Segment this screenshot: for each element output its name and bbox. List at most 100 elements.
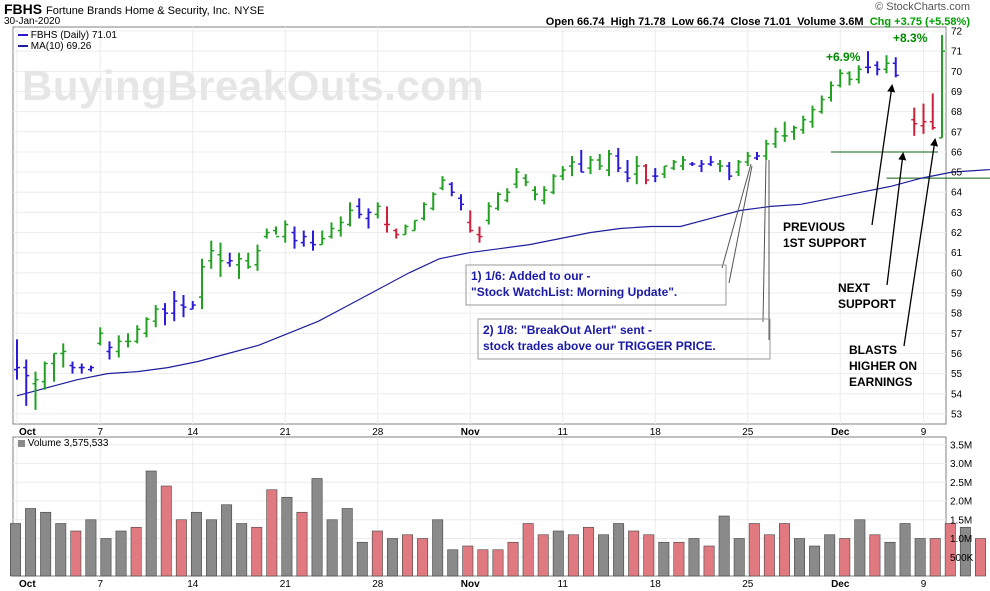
price-tick-label: 63 <box>951 208 963 219</box>
price-bar <box>291 226 298 249</box>
ma10-line <box>16 168 990 397</box>
x-tick-label: 21 <box>280 427 292 438</box>
price-bar <box>689 162 696 167</box>
price-tick-label: 65 <box>951 168 963 179</box>
price-bar <box>606 149 612 177</box>
price-tick-label: 72 <box>951 27 963 38</box>
price-bar <box>356 198 363 219</box>
arrow-previous-support <box>871 84 896 226</box>
volume-bar <box>809 545 821 577</box>
x-tick-label: 9 <box>921 427 927 438</box>
price-bar <box>911 107 918 136</box>
volume-bar <box>40 511 52 577</box>
volume-bar <box>221 504 233 577</box>
volume-bar <box>899 523 911 577</box>
price-bar <box>60 343 67 368</box>
price-bar <box>365 208 372 229</box>
price-bar <box>569 155 575 177</box>
price-bar <box>245 252 252 269</box>
volume-bar <box>733 538 745 577</box>
volume-bar <box>341 508 353 577</box>
price-bar <box>485 202 492 225</box>
volume-bar <box>778 523 790 577</box>
price-tick-label: 66 <box>951 147 963 158</box>
price-bar <box>522 174 529 187</box>
legend-ma-label: MA(10) 69.26 <box>30 41 92 52</box>
volume-tick-label: 3.0M <box>950 459 972 470</box>
price-bar <box>134 325 141 344</box>
price-tick-label: 67 <box>951 127 963 138</box>
price-bar <box>643 164 649 185</box>
volume-bar <box>236 523 248 577</box>
price-bar <box>439 176 446 191</box>
volume-bar <box>884 541 896 577</box>
price-bar <box>171 290 178 322</box>
price-tick-label: 59 <box>951 289 963 300</box>
volume-bar <box>628 530 640 577</box>
price-tick-label: 54 <box>951 389 963 400</box>
price-bar <box>707 155 714 167</box>
price-tick-label: 70 <box>951 67 963 78</box>
close-value: Close 71.01 <box>730 16 792 28</box>
price-bar <box>310 230 316 251</box>
volume-bar <box>914 538 926 577</box>
price-bar <box>791 125 797 140</box>
volume-bar <box>718 515 730 577</box>
volume-bar <box>688 538 700 577</box>
price-bar <box>411 219 418 232</box>
price-bar <box>263 228 270 239</box>
volume-bar <box>974 538 986 577</box>
price-bar <box>754 151 760 161</box>
volume-bar <box>643 534 655 577</box>
price-bar <box>236 252 242 279</box>
volume-bar <box>251 526 263 577</box>
x-axis: Oct Oct 7 7 14 14 21 21 28 28 Nov Nov 11 11 18 18 25 25 De… <box>19 427 927 590</box>
price-bar <box>14 339 20 380</box>
x-tick-label: 9 <box>921 579 927 590</box>
price-bar <box>809 105 816 128</box>
x-tick-label: 28 <box>372 579 384 590</box>
price-bar <box>504 188 511 203</box>
volume-tick-label: 1.0M <box>950 534 972 545</box>
volume-bar <box>356 541 368 577</box>
volume-value: Volume 3.6M <box>797 16 864 28</box>
volume-bars <box>10 470 986 577</box>
volume-bar <box>522 523 534 577</box>
note1-box <box>465 264 727 306</box>
x-tick-label: 11 <box>558 427 569 438</box>
price-bar <box>199 258 205 310</box>
volume-bar <box>763 534 775 577</box>
price-bar <box>458 194 464 211</box>
price-bar <box>347 202 353 227</box>
legend-volume-swatch <box>18 439 25 447</box>
price-bar <box>652 168 659 183</box>
price-bar <box>273 226 279 238</box>
chart-date: 30-Jan-2020 <box>4 16 61 27</box>
x-tick-label: 14 <box>187 579 199 590</box>
volume-bar <box>507 541 519 577</box>
volume-bar <box>296 511 308 577</box>
ma-line <box>16 168 990 397</box>
price-bar <box>495 192 501 211</box>
price-bar <box>143 317 150 338</box>
change-value: Chg +3.75 (+5.58%) <box>869 16 970 28</box>
volume-bar <box>386 538 398 577</box>
volume-bar <box>492 549 504 577</box>
volume-bar <box>190 511 202 577</box>
price-panel <box>12 26 947 425</box>
legend-volume: Volume 3,575,533 <box>18 438 108 449</box>
price-bar <box>393 228 400 239</box>
x-tick-label: 25 <box>742 427 754 438</box>
price-bar <box>874 61 881 76</box>
volume-bar <box>70 530 82 577</box>
volume-bar <box>55 523 67 577</box>
price-tick-label: 61 <box>951 248 963 259</box>
x-tick-label: 11 <box>558 579 569 590</box>
note-breakout-alert: 2) 1/8: "BreakOut Alert" sent - stock tr… <box>483 323 716 353</box>
volume-tick-label: 2.5M <box>950 478 972 489</box>
price-tick-label: 68 <box>951 107 963 118</box>
ticker-title: FBHS Fortune Brands Home & Security, Inc… <box>4 1 264 17</box>
note1-pointer <box>721 163 752 269</box>
volume-bar <box>115 530 127 577</box>
